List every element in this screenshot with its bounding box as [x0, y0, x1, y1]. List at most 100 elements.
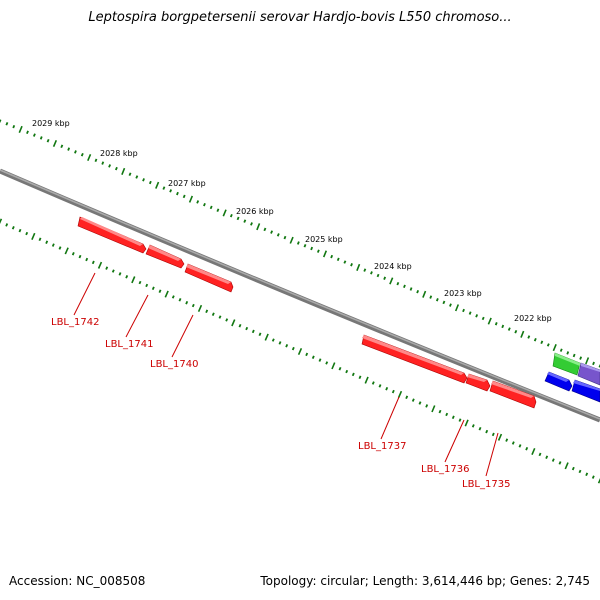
gene-LBL_1735[interactable]: [489, 380, 537, 409]
ruler-minor-tick: [225, 318, 229, 322]
ruler-major-tick: [520, 330, 525, 338]
ruler-minor-tick: [169, 189, 173, 193]
ruler-minor-tick: [243, 219, 247, 223]
ruler-minor-tick: [378, 384, 382, 388]
ruler-minor-tick: [385, 386, 389, 391]
ruler-major-tick: [564, 462, 569, 470]
ruler-major-tick: [31, 232, 36, 241]
ruler-minor-tick: [245, 326, 249, 331]
ruler-major-tick: [422, 290, 427, 298]
gene-forward-green[interactable]: [552, 352, 581, 376]
ruler-major-tick: [552, 343, 557, 352]
ruler-minor-tick: [67, 147, 71, 151]
ruler-major-tick: [331, 362, 336, 370]
ruler-minor-tick: [32, 133, 36, 137]
gene-leader-lines: [73, 272, 499, 477]
ruler-minor-tick: [325, 361, 329, 365]
ruler-minor-tick: [74, 150, 77, 154]
ruler-minor-tick: [468, 311, 472, 315]
gene-label-LBL_1741: LBL_1741: [105, 339, 153, 350]
ruler-minor-tick: [138, 280, 142, 285]
ruler-minor-tick: [114, 166, 118, 171]
ruler-major-tick: [87, 153, 92, 162]
ruler-minor-tick: [78, 254, 82, 259]
ruler-minor-tick: [191, 303, 195, 308]
ruler-minor-tick: [238, 323, 242, 328]
gene-reverse-blue-2[interactable]: [571, 379, 600, 403]
ruler-minor-tick: [540, 340, 544, 345]
ruler-minor-tick: [94, 158, 98, 163]
ruler-major-tick: [487, 317, 492, 325]
ruler-minor-tick: [376, 273, 380, 278]
ruler-minor-tick: [338, 366, 342, 371]
ruler-minor-tick: [285, 344, 289, 348]
gene-LBL_1742[interactable]: [77, 216, 147, 254]
ruler-minor-tick: [196, 200, 200, 204]
ruler-minor-tick: [151, 286, 155, 291]
ruler-minor-tick: [538, 452, 542, 457]
genome-backbone: [0, 168, 600, 423]
ruler-minor-tick: [85, 257, 89, 262]
ruler-minor-tick: [533, 337, 537, 342]
ruler-minor-tick: [18, 228, 22, 233]
ruler-minor-tick: [271, 338, 275, 342]
inner-tick-ruler: [0, 218, 600, 484]
ruler-minor-tick: [442, 300, 446, 305]
ruler-minor-tick: [58, 246, 62, 250]
ruler-minor-tick: [276, 233, 280, 237]
gene-reverse-blue-1[interactable]: [544, 371, 573, 392]
ruler-minor-tick: [418, 401, 422, 405]
topology-stats-text: Topology: circular; Length: 3,614,446 bp…: [260, 574, 590, 588]
ruler-minor-tick: [60, 144, 64, 149]
ruler-minor-tick: [383, 276, 387, 280]
gene-forward-purple[interactable]: [577, 362, 600, 386]
ruler-minor-tick: [38, 237, 42, 242]
ruler-major-tick: [585, 357, 590, 365]
ruler-minor-tick: [351, 372, 355, 377]
ruler-minor-tick: [218, 315, 222, 319]
ruler-minor-tick: [505, 438, 509, 442]
ruler-minor-tick: [176, 191, 179, 196]
ruler-minor-tick: [296, 241, 300, 245]
ruler-minor-tick: [449, 303, 452, 307]
ruler-minor-tick: [571, 466, 575, 471]
ruler-minor-tick: [205, 309, 209, 314]
ruler-minor-tick: [178, 298, 182, 302]
ruler-minor-tick: [405, 395, 409, 400]
gene-LBL_1737[interactable]: [361, 334, 468, 384]
ruler-minor-tick: [39, 136, 43, 140]
ruler-minor-tick: [475, 314, 479, 318]
ruler-minor-tick: [370, 271, 373, 275]
gene-LBL_1740[interactable]: [184, 263, 234, 293]
ruler-major-tick: [256, 223, 261, 231]
kbp-labels: 2029 kbp 2028 kbp 2027 kbp 2026 kbp 2025…: [32, 119, 552, 323]
ruler-minor-tick: [12, 124, 16, 129]
gene-LBL_1736[interactable]: [465, 373, 491, 392]
ruler-minor-tick: [211, 312, 215, 316]
ruler-major-tick: [454, 304, 460, 312]
ruler-minor-tick: [0, 119, 2, 123]
ruler-minor-tick: [111, 269, 115, 273]
ruler-minor-tick: [572, 353, 576, 358]
ruler-minor-tick: [345, 369, 349, 374]
ruler-minor-tick: [471, 424, 475, 428]
ruler-minor-tick: [258, 332, 262, 337]
ruler-minor-tick: [270, 230, 274, 234]
gene-label-LBL_1735: LBL_1735: [462, 479, 510, 490]
ruler-minor-tick: [171, 295, 175, 299]
ruler-minor-tick: [45, 240, 49, 244]
ruler-major-tick: [188, 195, 194, 203]
ruler-minor-tick: [514, 329, 518, 334]
gene-LBL_1741[interactable]: [145, 244, 185, 269]
ruler-major-tick: [164, 290, 169, 298]
ruler-major-tick: [531, 447, 536, 456]
ruler-minor-tick: [250, 222, 253, 226]
ruler-minor-tick: [545, 455, 549, 459]
ruler-minor-tick: [185, 300, 189, 305]
ruler-minor-tick: [5, 122, 9, 126]
ruler-major-tick: [431, 405, 436, 413]
ruler-minor-tick: [209, 205, 213, 210]
kbp-label-2029: 2029 kbp: [32, 119, 70, 128]
ruler-major-tick: [297, 347, 303, 356]
ruler-minor-tick: [411, 398, 415, 402]
